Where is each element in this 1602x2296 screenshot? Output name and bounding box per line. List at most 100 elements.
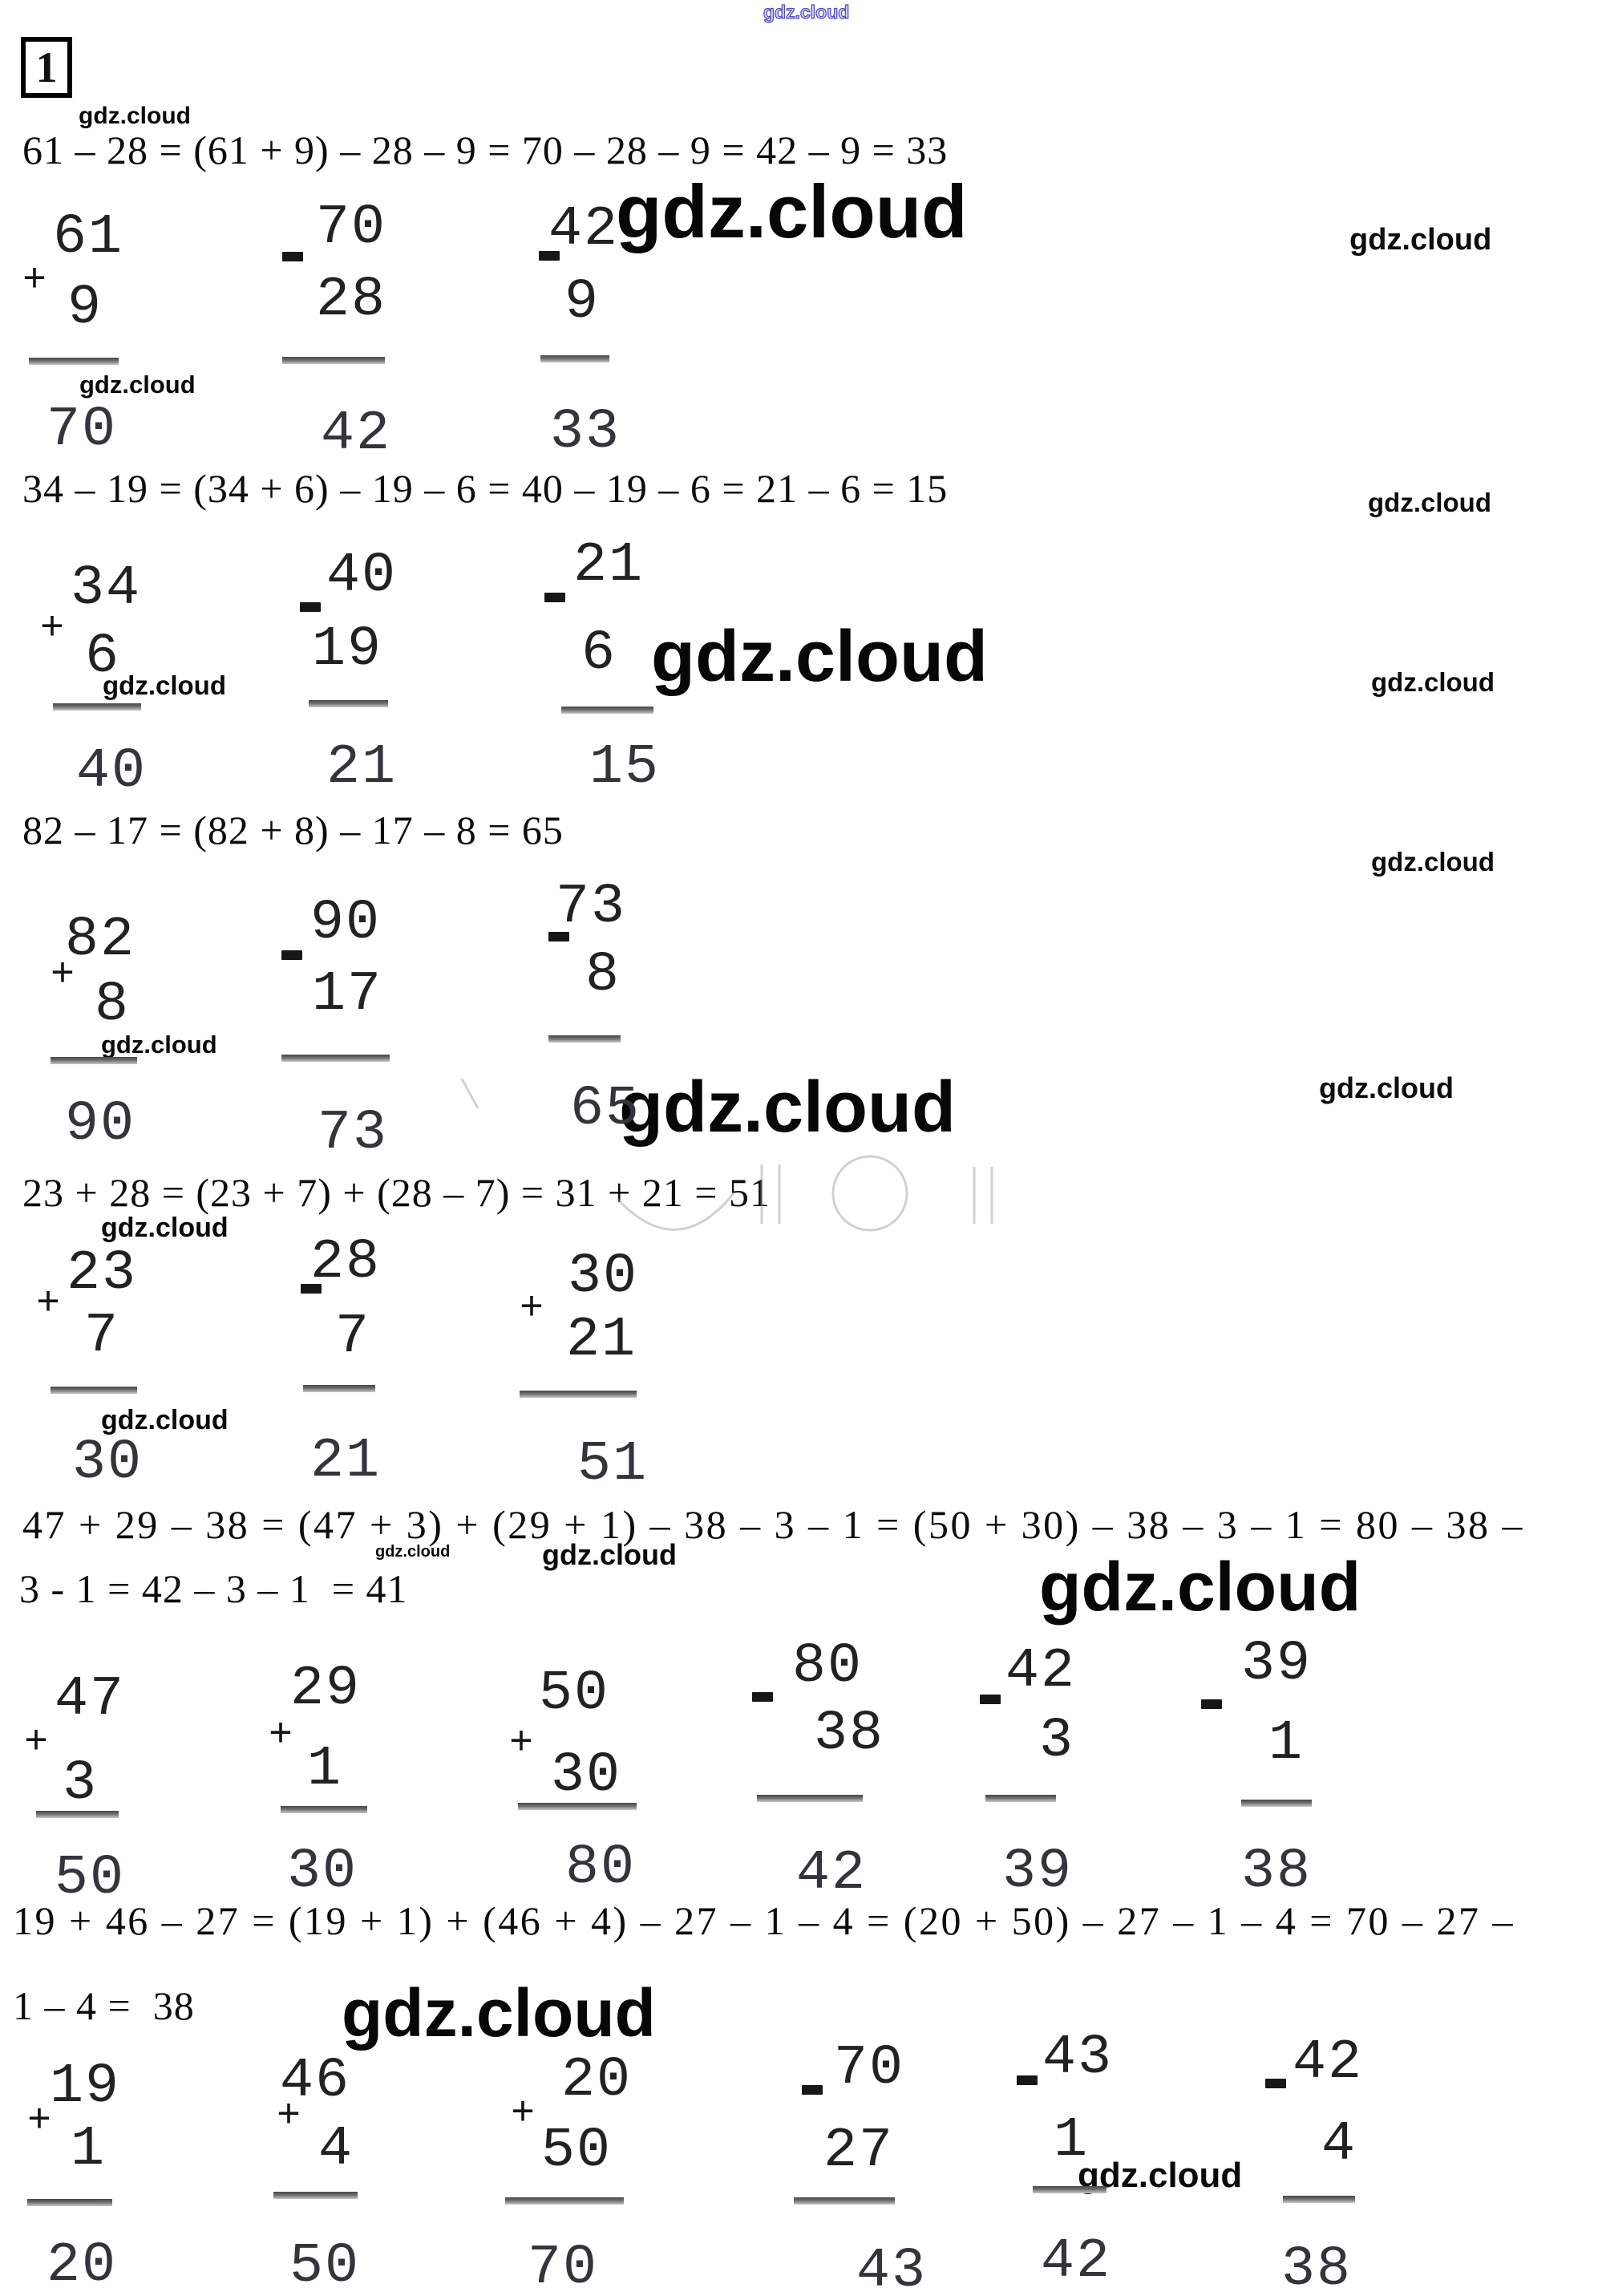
column-result: 90 [65, 1093, 136, 1156]
watermark-label-3: gdz.cloud [103, 670, 226, 700]
watermark-large-4: gdz.cloud [1039, 1549, 1361, 1626]
watermark-label-2: gdz.cloud [79, 371, 196, 399]
column-top-number: 42 [548, 198, 620, 261]
result-line [985, 1795, 1056, 1802]
plus-sign: + [36, 1282, 61, 1327]
column-top-number: 30 [568, 1245, 639, 1309]
result-line [29, 358, 119, 365]
column-bottom-number: 6 [581, 622, 617, 686]
watermark-label-6: gdz.cloud [101, 1405, 229, 1436]
column-bottom-number: 7 [334, 1306, 370, 1369]
equation-3: 82 – 17 = (82 + 8) – 17 – 8 = 65 [22, 808, 564, 852]
column-result: 50 [55, 1847, 126, 1910]
watermark-right-1: gdz.cloud [1349, 223, 1492, 257]
plus-sign: + [51, 953, 75, 998]
column-bottom-number: 8 [94, 974, 130, 1037]
column-top-number: 29 [290, 1658, 362, 1721]
column-top-number: 90 [310, 892, 382, 955]
result-line [1283, 2196, 1355, 2203]
watermark-large-5: gdz.cloud [342, 1975, 656, 2051]
plus-sign: + [22, 258, 47, 304]
minus-sign: - [1017, 2075, 1038, 2085]
result-line [1033, 2186, 1106, 2193]
problem-number-box: 1 [21, 37, 72, 98]
result-line [309, 700, 388, 707]
column-bottom-number: 6 [84, 626, 120, 689]
column-top-number: 46 [280, 2050, 351, 2113]
column-result: 70 [528, 2237, 599, 2296]
column-bottom-number: 9 [564, 271, 600, 334]
column-result: 43 [856, 2240, 928, 2296]
result-line [281, 1055, 390, 1062]
plus-sign: + [27, 2099, 52, 2144]
minus-sign: - [544, 593, 565, 602]
watermark-right-3: gdz.cloud [1371, 667, 1495, 697]
column-bottom-number: 1 [306, 1738, 342, 1801]
watermark-right-5: gdz.cloud [1319, 1071, 1454, 1104]
equation-5-line-1: 47 + 29 – 38 = (47 + 3) + (29 + 1) – 38 … [22, 1502, 1524, 1547]
column-result: 70 [47, 399, 118, 462]
column-bottom-number: 1 [1053, 2109, 1089, 2172]
result-line [51, 1387, 137, 1394]
result-line [273, 2192, 358, 2199]
plus-sign: + [509, 1721, 534, 1767]
watermark-top: gdz.cloud [763, 1, 850, 22]
minus-sign: - [752, 1692, 773, 1702]
watermark-label-8: gdz.cloud [542, 1538, 677, 1571]
column-top-number: 42 [1005, 1640, 1077, 1703]
minus-sign: - [1265, 2079, 1286, 2088]
column-bottom-number: 21 [565, 1309, 637, 1372]
watermark-right-4: gdz.cloud [1371, 847, 1495, 877]
column-top-number: 80 [792, 1635, 864, 1699]
column-result: 21 [326, 736, 398, 800]
column-top-number: 39 [1241, 1633, 1313, 1696]
result-line [27, 2199, 112, 2206]
watermark-large-3: gdz.cloud [619, 1067, 956, 1148]
column-top-number: 43 [1042, 2027, 1114, 2090]
result-line [518, 1803, 637, 1810]
column-top-number: 50 [539, 1662, 610, 1726]
result-line [548, 1035, 621, 1043]
result-line [757, 1795, 863, 1802]
result-line [303, 1385, 375, 1392]
column-top-number: 70 [316, 196, 387, 260]
column-top-number: 82 [65, 909, 136, 972]
result-line [36, 1811, 119, 1818]
minus-sign: - [281, 950, 302, 960]
column-result: 42 [796, 1842, 868, 1905]
column-bottom-number: 50 [540, 2120, 612, 2183]
minus-sign: - [980, 1695, 1001, 1704]
watermark-right-2: gdz.cloud [1368, 488, 1491, 517]
column-bottom-number: 30 [550, 1744, 621, 1808]
column-top-number: 73 [556, 876, 627, 939]
column-top-number: 28 [310, 1231, 382, 1294]
column-bottom-number: 9 [67, 277, 103, 340]
column-bottom-number: 1 [70, 2118, 106, 2181]
column-result: 39 [1002, 1840, 1074, 1904]
column-top-number: 21 [573, 534, 645, 597]
column-result: 21 [310, 1430, 382, 1493]
column-bottom-number: 4 [1321, 2113, 1357, 2177]
minus-sign: - [1201, 1699, 1222, 1709]
column-result: 51 [577, 1433, 649, 1496]
watermark-label-1: gdz.cloud [79, 103, 191, 129]
column-bottom-number: 1 [1268, 1712, 1304, 1776]
column-result: 30 [72, 1431, 144, 1495]
equation-6-line-1: 19 + 46 – 27 = (19 + 1) + (46 + 4) – 27 … [13, 1898, 1515, 1943]
column-result: 42 [1041, 2230, 1112, 2294]
problem-number: 1 [35, 43, 58, 91]
column-result: 33 [550, 401, 621, 464]
column-bottom-number: 28 [315, 269, 386, 332]
stamp-artifact [460, 1078, 993, 1232]
column-bottom-number: 17 [311, 963, 382, 1027]
result-line [561, 707, 653, 714]
column-result: 42 [321, 403, 392, 466]
equation-1: 61 – 28 = (61 + 9) – 28 – 9 = 70 – 28 – … [22, 128, 949, 172]
result-line [282, 357, 385, 364]
column-top-number: 42 [1293, 2031, 1364, 2095]
column-result: 38 [1241, 1840, 1313, 1904]
plus-sign: + [277, 2094, 301, 2140]
watermark-large-2: gdz.cloud [651, 617, 988, 697]
plus-sign: + [511, 2092, 536, 2137]
